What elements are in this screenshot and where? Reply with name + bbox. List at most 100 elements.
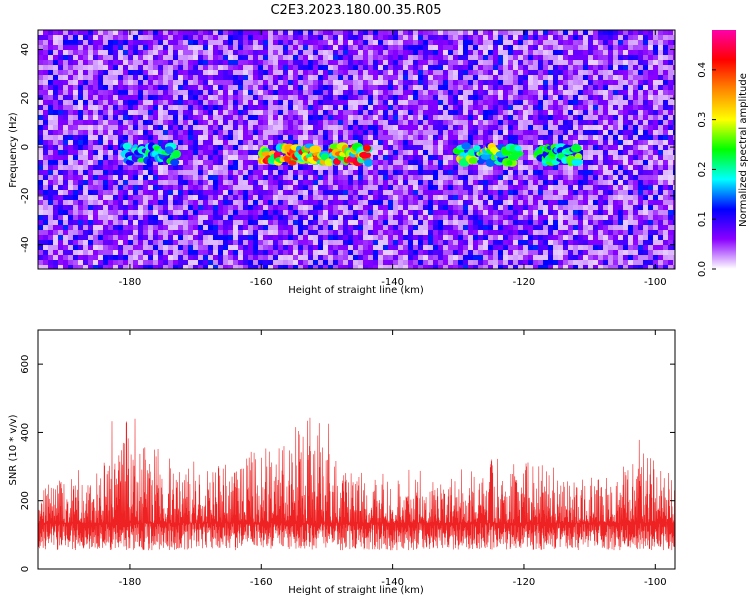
spectrogram-cell	[448, 60, 454, 66]
spectrogram-cell	[43, 45, 49, 51]
spectrogram-cell	[438, 40, 444, 46]
spectrogram-cell	[188, 50, 194, 56]
spectrogram-cell	[673, 45, 675, 51]
spectrogram-cell	[78, 35, 84, 41]
spectrogram-cell	[383, 145, 389, 151]
spectrogram-cell	[328, 205, 334, 211]
spectrogram-cell	[323, 90, 329, 96]
spectrogram-cell	[73, 50, 79, 56]
spectrogram-cell	[293, 80, 299, 86]
spectrogram-cell	[628, 205, 634, 211]
spectrogram-cell	[178, 200, 184, 206]
spectrogram-cell	[408, 75, 414, 81]
spectrogram-cell	[378, 185, 384, 191]
spectrogram-cell	[338, 195, 344, 201]
spectrogram-cell	[148, 35, 154, 41]
spectrogram-cell	[83, 55, 89, 61]
spectrogram-cell	[223, 80, 229, 86]
spectrogram-cell	[323, 105, 329, 111]
spectrogram-cell	[138, 115, 144, 121]
spectrogram-cell	[343, 70, 349, 76]
spectrogram-cell	[43, 165, 49, 171]
spectrogram-cell	[338, 170, 344, 176]
spectrogram-cell	[38, 145, 44, 151]
spectrogram-cell	[278, 75, 284, 81]
spectrogram-cell	[448, 140, 454, 146]
spectrogram-cell	[238, 190, 244, 196]
spectrogram-cell	[138, 80, 144, 86]
spectrogram-cell	[53, 110, 59, 116]
spectrogram-cell	[203, 75, 209, 81]
spectrogram-cell	[293, 60, 299, 66]
spectrogram-cell	[398, 185, 404, 191]
spectrogram-cell	[143, 100, 149, 106]
spectrogram-cell	[73, 55, 79, 61]
spectrogram-cell	[388, 165, 394, 171]
spectrogram-cell	[208, 55, 214, 61]
spectrogram-cell	[318, 180, 324, 186]
spectrogram-cell	[563, 215, 569, 221]
spectrogram-cell	[233, 205, 239, 211]
spectrogram-cell	[173, 220, 179, 226]
spectrogram-cell	[643, 60, 649, 66]
spectrogram-cell	[353, 205, 359, 211]
spectrogram-cell	[158, 85, 164, 91]
spectrogram-cell	[348, 35, 354, 41]
spectrogram-cell	[123, 65, 129, 71]
spectrogram-cell	[93, 90, 99, 96]
spectrogram-cell	[353, 200, 359, 206]
spectrogram-cell	[58, 210, 64, 216]
spectrogram-cell	[668, 30, 674, 36]
spectrogram-cell	[298, 190, 304, 196]
spectrogram-cell	[333, 65, 339, 71]
spectrogram-cell	[293, 195, 299, 201]
spectrogram-cell	[533, 35, 539, 41]
spectrogram-cell	[268, 105, 274, 111]
spectrogram-cell	[438, 110, 444, 116]
spectrogram-cells	[38, 30, 675, 269]
spectrogram-cell	[193, 175, 199, 181]
spectrogram-cell	[88, 155, 94, 161]
spectrogram-cell	[478, 175, 484, 181]
spectrogram-cell	[593, 115, 599, 121]
spectrogram-cell	[78, 55, 84, 61]
spectrogram-cell	[218, 55, 224, 61]
spectrogram-cell	[258, 70, 264, 76]
spectrogram-cell	[353, 35, 359, 41]
spectrogram-cell	[113, 150, 119, 156]
spectrogram-cell	[443, 75, 449, 81]
spectrogram-cell	[238, 45, 244, 51]
spectrogram-cell	[543, 215, 549, 221]
spectrogram-cell	[603, 180, 609, 186]
spectrogram-cell	[653, 155, 659, 161]
spectrogram-cell	[583, 30, 589, 36]
spectrogram-cell	[48, 70, 54, 76]
spectrogram-cell	[413, 200, 419, 206]
spectrogram-cell	[343, 170, 349, 176]
spectrogram-cell	[148, 65, 154, 71]
spectrogram-cell	[83, 75, 89, 81]
spectrogram-cell	[293, 175, 299, 181]
spectrogram-cell	[573, 150, 579, 156]
spectrogram-cell	[463, 45, 469, 51]
spectrogram-cell	[453, 30, 459, 36]
spectrogram-cell	[593, 50, 599, 56]
spectrogram-cell	[523, 40, 529, 46]
spectrogram-cell	[608, 30, 614, 36]
spectrogram-cell	[228, 65, 234, 71]
spectrogram-cell	[553, 95, 559, 101]
spectrogram-cell	[438, 165, 444, 171]
spectrogram-cell	[643, 210, 649, 216]
spectrogram-cell	[428, 200, 434, 206]
spectrogram-cell	[503, 155, 509, 161]
spectrogram-cell	[443, 125, 449, 131]
spectrogram-cell	[288, 205, 294, 211]
spectrogram-cell	[303, 40, 309, 46]
spectrogram-cell	[578, 75, 584, 81]
spectrogram-cell	[153, 170, 159, 176]
spectrogram-cell	[523, 100, 529, 106]
spectrogram-cell	[533, 170, 539, 176]
spectrogram-cell	[628, 165, 634, 171]
spectrogram-cell	[513, 195, 519, 201]
spectrogram-cell	[63, 190, 69, 196]
